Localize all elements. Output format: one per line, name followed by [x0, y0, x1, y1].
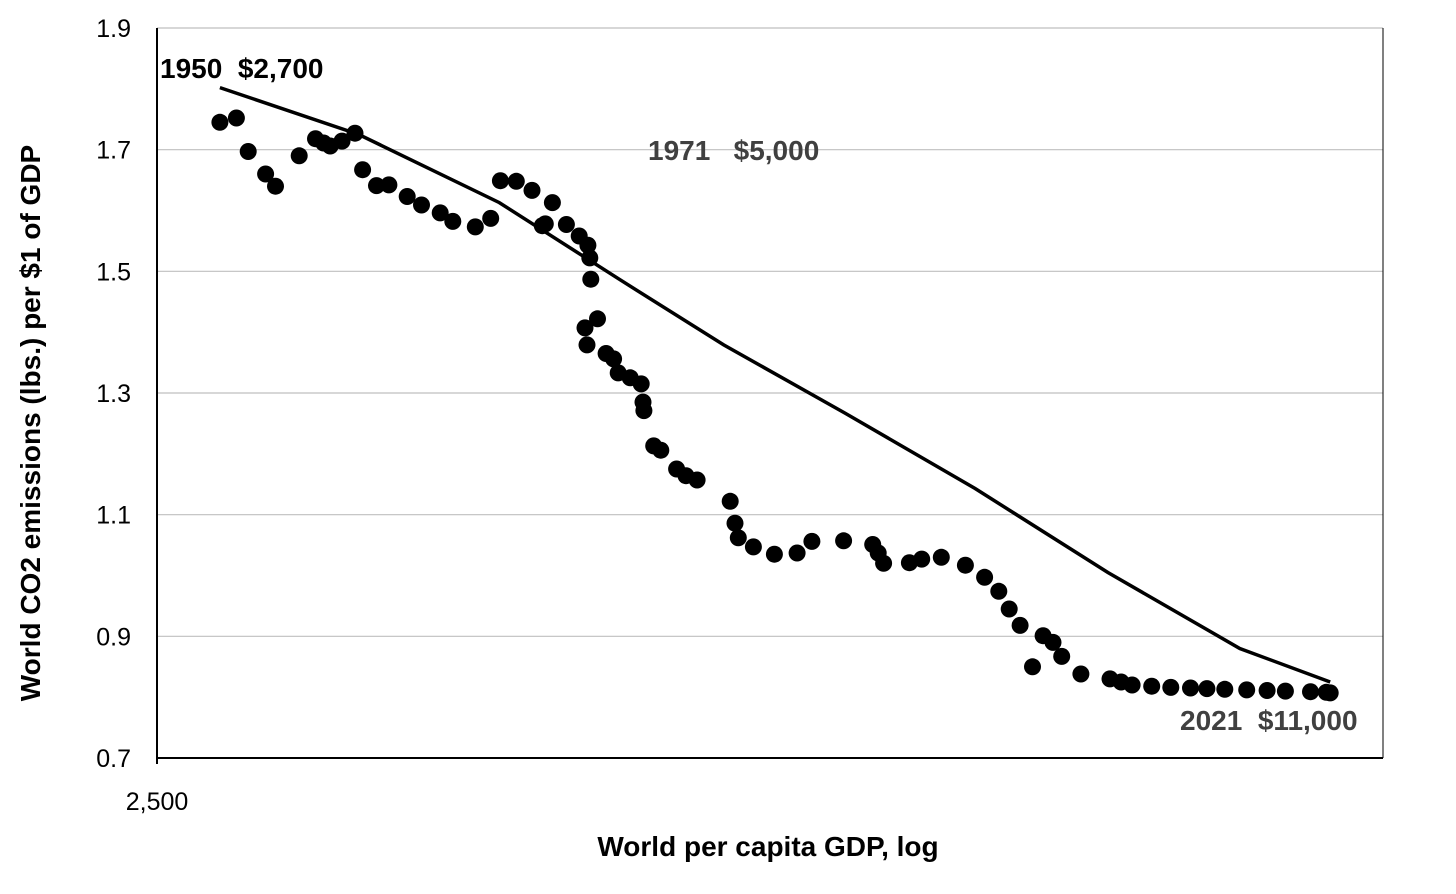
annotation-1950: 1950 $2,700 [160, 53, 324, 84]
y-tick-label: 0.7 [96, 745, 131, 773]
data-point [688, 471, 706, 489]
data-point [581, 249, 599, 267]
data-point [444, 212, 462, 230]
data-point [765, 545, 783, 563]
data-point [578, 336, 596, 354]
data-point [632, 375, 650, 393]
data-point [211, 113, 229, 131]
data-point [729, 529, 747, 547]
data-point [354, 161, 372, 179]
data-point [1276, 682, 1294, 700]
data-point [932, 548, 950, 566]
data-point [635, 402, 653, 420]
data-point [267, 177, 284, 195]
data-point [1143, 677, 1161, 695]
y-axis-title: World CO2 emissions (lbs.) per $1 of GDP [15, 145, 46, 702]
data-point [482, 209, 500, 227]
y-tick-label: 0.9 [96, 623, 131, 651]
data-point [913, 550, 931, 568]
data-point [1198, 680, 1216, 698]
data-point [956, 556, 974, 574]
data-point [431, 204, 449, 222]
data-points [211, 109, 1339, 702]
data-point [582, 270, 600, 288]
data-point [744, 538, 762, 556]
data-point [507, 172, 525, 190]
data-point [976, 568, 994, 586]
data-point [239, 143, 257, 160]
data-point [491, 172, 509, 190]
data-point [1182, 679, 1199, 697]
y-tick-label: 1.9 [96, 15, 131, 43]
data-point [466, 218, 484, 236]
data-point [1044, 633, 1062, 651]
data-point [1011, 616, 1029, 634]
data-point [835, 532, 853, 550]
y-tick-label: 1.1 [96, 502, 131, 530]
data-point [368, 177, 385, 195]
data-point [1162, 678, 1180, 696]
data-point [1053, 647, 1071, 665]
data-point [1123, 676, 1141, 694]
data-point [1216, 680, 1234, 698]
data-point [579, 236, 597, 254]
y-tick-labels: 0.7 0.9 1.1 1.3 1.5 1.7 1.9 [96, 15, 131, 773]
data-point [346, 124, 364, 142]
data-point [543, 194, 561, 212]
data-point [1321, 684, 1339, 702]
y-tick-label: 1.7 [96, 137, 131, 165]
annotation-2021: 2021 $11,000 [1180, 705, 1358, 736]
data-point [523, 181, 541, 199]
data-point [1072, 665, 1090, 683]
data-point [557, 216, 575, 233]
data-point [803, 532, 821, 550]
data-point [1302, 683, 1319, 701]
data-point [257, 165, 275, 183]
data-point [1024, 658, 1041, 676]
data-point [990, 582, 1008, 600]
data-point [576, 319, 594, 337]
data-point [536, 215, 554, 233]
data-point [1000, 600, 1018, 618]
data-point [290, 147, 308, 165]
data-point [788, 544, 806, 562]
data-point [589, 310, 606, 328]
data-point [875, 554, 893, 572]
data-point [227, 109, 245, 127]
y-tick-label: 1.3 [96, 380, 131, 408]
gridlines [157, 27, 1383, 637]
data-point [380, 176, 398, 194]
data-point [333, 132, 351, 150]
data-point [605, 350, 623, 368]
trend-line [219, 85, 1331, 684]
data-point [726, 514, 744, 532]
x-tick-label: 2,500 [126, 788, 189, 816]
data-point [721, 492, 739, 510]
data-point [652, 441, 670, 459]
data-point [413, 196, 430, 214]
annotation-1971: 1971 $5,000 [648, 135, 819, 166]
x-axis-title: World per capita GDP, log [597, 831, 938, 862]
data-point [1258, 682, 1276, 699]
data-point [1238, 681, 1256, 699]
data-point [398, 188, 416, 205]
y-tick-label: 1.5 [96, 258, 131, 286]
